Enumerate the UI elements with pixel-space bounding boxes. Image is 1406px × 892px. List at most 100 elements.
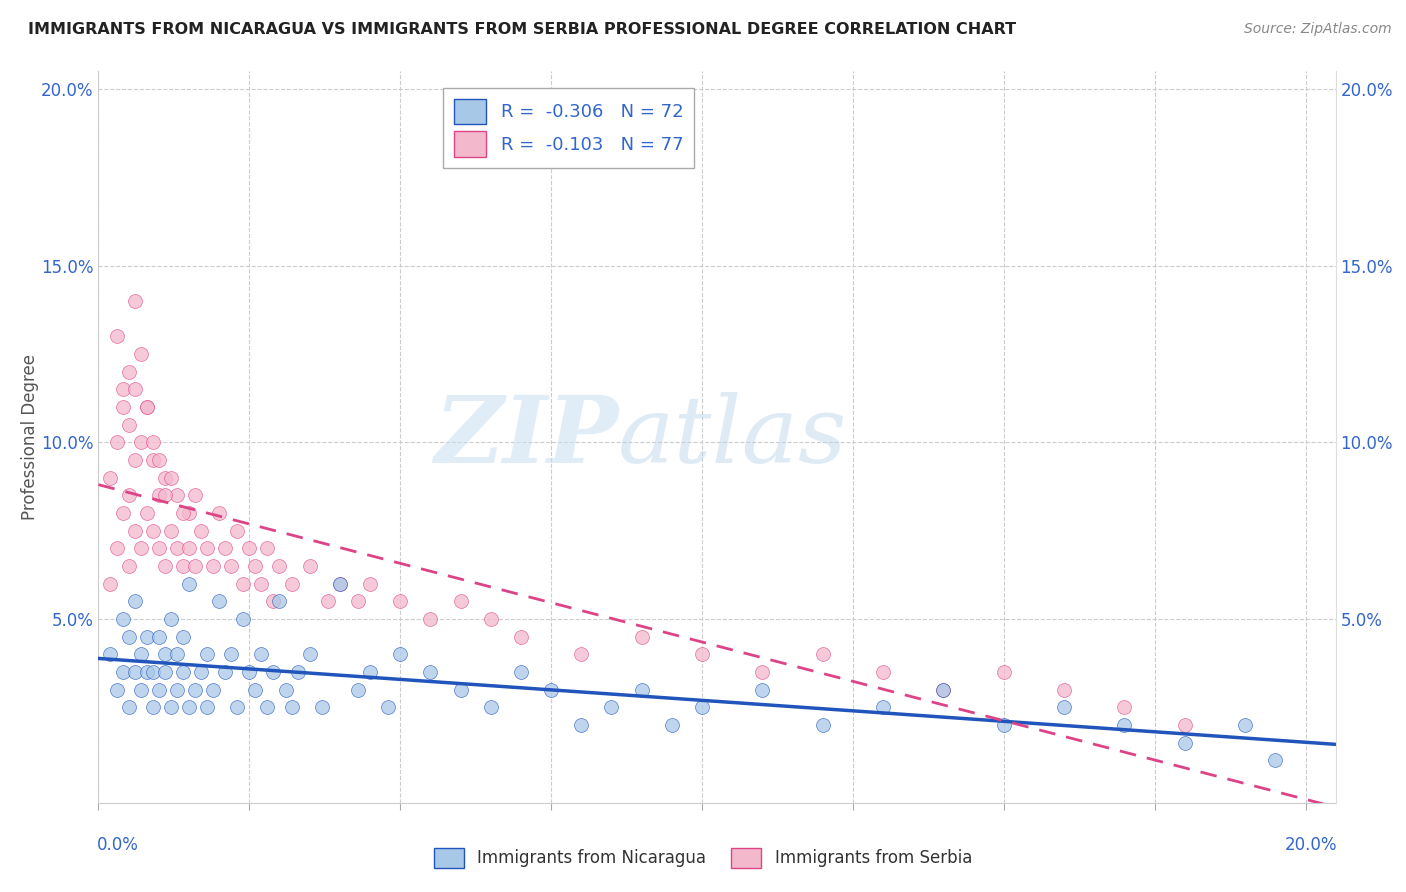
Point [100,471,122,485]
Point [153,488,176,502]
Point [219,559,242,574]
Point [540,682,562,697]
Point [419,665,441,679]
Point [509,665,531,679]
Point [129,682,152,697]
Point [569,718,592,732]
Point [298,559,321,574]
Point [1174,736,1197,750]
Point [298,648,321,662]
Point [389,594,412,608]
Point [329,576,352,591]
Point [153,648,176,662]
Point [202,559,225,574]
Point [135,665,157,679]
Point [117,365,139,379]
Point [129,435,152,450]
Point [256,700,278,714]
Point [1174,718,1197,732]
Point [287,665,309,679]
Point [160,612,183,626]
Point [124,665,146,679]
Point [262,665,284,679]
Point [124,453,146,467]
Point [129,347,152,361]
Legend: R =  -0.306   N = 72, R =  -0.103   N = 77: R = -0.306 N = 72, R = -0.103 N = 77 [443,87,695,168]
Point [148,453,170,467]
Point [269,594,291,608]
Point [202,682,225,697]
Point [105,682,128,697]
Point [479,612,502,626]
Point [105,329,128,343]
Point [124,594,146,608]
Point [214,541,236,556]
Point [1053,682,1076,697]
Point [111,506,134,520]
Point [1234,718,1257,732]
Point [630,682,652,697]
Point [226,700,249,714]
Point [479,700,502,714]
Point [153,559,176,574]
Point [148,682,170,697]
Point [142,665,165,679]
Point [172,506,194,520]
Point [117,700,139,714]
Point [153,665,176,679]
Y-axis label: Professional Degree: Professional Degree [21,354,39,520]
Point [142,453,165,467]
Point [148,630,170,644]
Point [238,665,260,679]
Point [311,700,333,714]
Point [274,682,297,697]
Point [124,524,146,538]
Point [600,700,623,714]
Point [450,594,472,608]
Point [214,665,236,679]
Point [177,576,200,591]
Point [190,665,212,679]
Point [190,524,212,538]
Point [195,541,218,556]
Point [111,383,134,397]
Point [661,718,683,732]
Point [630,630,652,644]
Text: atlas: atlas [619,392,848,482]
Point [359,576,381,591]
Point [232,576,254,591]
Point [569,648,592,662]
Point [135,400,157,414]
Point [389,648,412,662]
Point [117,417,139,432]
Point [932,682,955,697]
Point [377,700,399,714]
Point [751,682,773,697]
Point [872,665,894,679]
Point [117,559,139,574]
Point [690,648,713,662]
Point [124,383,146,397]
Point [347,682,370,697]
Point [111,612,134,626]
Point [135,400,157,414]
Point [690,700,713,714]
Point [250,576,273,591]
Text: IMMIGRANTS FROM NICARAGUA VS IMMIGRANTS FROM SERBIA PROFESSIONAL DEGREE CORRELAT: IMMIGRANTS FROM NICARAGUA VS IMMIGRANTS … [28,22,1017,37]
Point [184,559,207,574]
Point [129,648,152,662]
Point [166,541,188,556]
Point [208,594,231,608]
Point [160,524,183,538]
Point [160,471,183,485]
Point [811,648,834,662]
Point [142,435,165,450]
Point [153,471,176,485]
Point [172,665,194,679]
Point [195,700,218,714]
Point [238,541,260,556]
Point [105,435,128,450]
Point [135,506,157,520]
Point [135,630,157,644]
Point [166,488,188,502]
